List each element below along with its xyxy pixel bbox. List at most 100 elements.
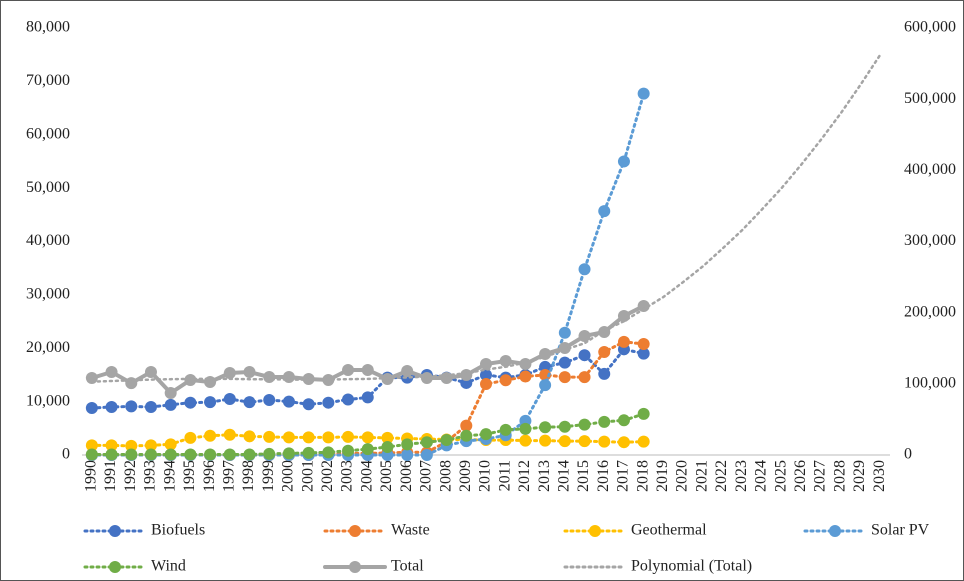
data-point [381,440,394,453]
data-point [263,447,276,460]
y2-tick-label: 100,000 [904,375,956,392]
data-point [558,326,571,339]
data-point [302,446,315,459]
data-point [85,402,98,415]
x-tick-label: 1994 [161,460,178,492]
x-tick-label: 2027 [812,460,829,492]
x-tick-label: 1991 [102,460,119,492]
x-tick-label: 2006 [398,460,415,492]
data-point [223,428,236,441]
legend-label: Solar PV [871,522,930,539]
y2-tick-label: 0 [904,446,912,463]
data-point [105,400,118,413]
data-point [440,434,453,447]
data-point [144,439,157,452]
data-point [578,418,591,431]
data-point [499,354,512,367]
x-tick-label: 2029 [851,460,868,492]
y-tick-label: 10,000 [26,392,70,409]
x-tick-label: 2009 [457,460,474,492]
legend-label: Biofuels [151,522,205,539]
x-tick-label: 2007 [418,460,435,492]
series-line [90,53,882,383]
data-point [282,447,295,460]
data-point [243,448,256,461]
data-point [637,337,650,350]
data-point [282,431,295,444]
data-point [598,345,611,358]
data-point [164,387,177,400]
data-point [460,419,473,432]
data-point [85,439,98,452]
data-point [578,263,591,276]
data-point [401,449,414,461]
x-tick-label: 1992 [122,460,139,492]
data-point [184,396,197,409]
data-point [361,431,374,444]
data-point [164,438,177,451]
x-tick-label: 2015 [575,460,592,492]
data-point [598,367,611,380]
data-point [499,374,512,387]
data-point [519,434,532,447]
data-point [460,369,473,382]
data-point [322,396,335,409]
data-point [322,431,335,444]
data-point [105,366,118,379]
data-point [637,87,650,100]
legend-marker [109,561,121,573]
x-tick-label: 2030 [871,460,888,492]
legend-label: Waste [391,522,430,539]
data-point [401,365,414,378]
data-point [85,448,98,461]
data-point [263,371,276,384]
x-tick-label: 2017 [615,460,632,492]
data-point [617,335,630,348]
data-point [578,435,591,448]
data-point [480,378,492,391]
legend-marker [349,525,361,537]
legend-label: Wind [151,558,186,575]
x-tick-label: 2024 [753,460,770,492]
data-point [164,398,177,411]
x-tick-label: 2028 [831,460,848,492]
y-tick-label: 60,000 [26,125,70,142]
data-point [125,400,138,413]
data-point [637,435,650,448]
data-point [282,395,295,408]
data-point [342,430,355,443]
data-point [480,428,492,441]
x-tick-label: 1995 [181,460,198,492]
y2-tick-label: 500,000 [904,90,956,107]
data-point [282,371,295,384]
data-point [204,429,217,442]
x-tick-label: 2014 [556,460,573,492]
data-point [617,414,630,427]
x-tick-label: 1998 [240,460,257,492]
data-point [519,370,532,383]
data-point [223,392,236,405]
data-point [558,371,571,384]
data-point [144,400,157,413]
y-tick-label: 30,000 [26,286,70,303]
x-tick-label: 2022 [713,460,730,492]
data-point [617,155,630,168]
x-tick-label: 2018 [634,460,651,492]
data-point [558,420,571,433]
y-tick-label: 40,000 [26,232,70,249]
y-tick-label: 20,000 [26,339,70,356]
data-point [420,449,433,461]
data-point [263,394,276,407]
x-tick-label: 2020 [674,460,691,492]
y2-tick-label: 400,000 [904,161,956,178]
legend-marker [589,525,601,537]
data-point [499,423,512,436]
data-point [361,391,374,404]
data-point [243,366,256,379]
x-tick-label: 2000 [280,460,297,492]
data-point [539,434,552,447]
data-point [420,371,433,384]
x-tick-label: 2008 [437,460,454,492]
data-point [105,439,118,452]
